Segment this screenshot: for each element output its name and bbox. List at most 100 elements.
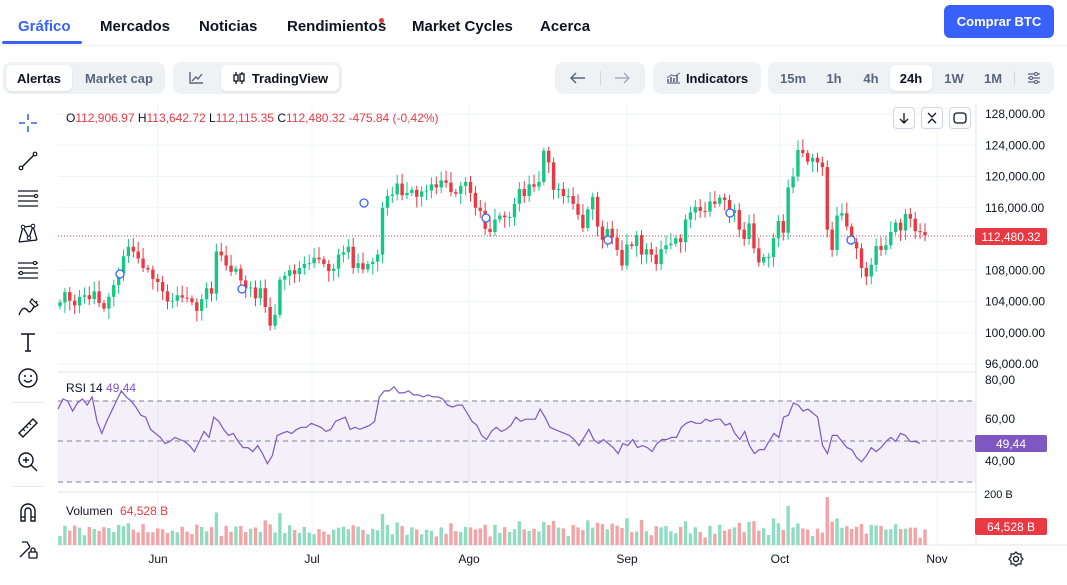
volume-bar: [864, 533, 869, 545]
market-cap-tab[interactable]: Market cap: [85, 70, 153, 86]
ruler-icon: [18, 418, 38, 438]
candle-body: [156, 278, 160, 282]
crosshair-tool[interactable]: [12, 109, 44, 137]
candle-body: [825, 167, 829, 230]
event-marker[interactable]: [725, 208, 735, 218]
active-tab-underline: [2, 41, 82, 44]
volume-bar: [835, 518, 839, 545]
lock-tool[interactable]: [12, 535, 44, 563]
volume-bar: [571, 525, 575, 545]
tab-rendimientos[interactable]: Rendimientos: [287, 18, 387, 35]
interval-15m[interactable]: 15m: [779, 70, 807, 86]
volume-bar: [810, 536, 815, 545]
fullscreen-button[interactable]: [949, 107, 971, 129]
volume-bar: [869, 525, 873, 545]
candle-body: [351, 246, 355, 268]
volume-legend-value: 64,528 B: [120, 504, 169, 518]
tab-acerca[interactable]: Acerca: [540, 18, 591, 35]
volume-bar: [537, 531, 541, 545]
zoom-in-icon: [18, 452, 38, 472]
volume-bar: [87, 527, 92, 545]
candle-body: [283, 275, 287, 280]
line-chart-icon: [189, 72, 203, 84]
trend-line-tool[interactable]: [12, 147, 44, 175]
indicators-button[interactable]: Indicators: [656, 65, 758, 91]
brush-tool[interactable]: [12, 293, 44, 321]
candle-body: [302, 264, 307, 268]
candle-body: [806, 153, 810, 162]
grid-lines: [58, 104, 976, 545]
time-axis-settings-button[interactable]: [1007, 550, 1025, 568]
interval-4h[interactable]: 4h: [863, 70, 879, 86]
event-marker[interactable]: [359, 198, 369, 208]
buy-btc-button[interactable]: Comprar BTC: [944, 5, 1054, 38]
candle-body: [459, 185, 463, 194]
candle-body: [722, 197, 727, 200]
event-marker[interactable]: [846, 235, 856, 245]
lock-icon: [19, 541, 38, 559]
candle-body: [395, 183, 399, 195]
volume-bar: [889, 529, 893, 545]
candle-body: [468, 181, 473, 193]
candle-body: [136, 251, 140, 259]
volume-bar: [649, 535, 654, 545]
pattern-tool[interactable]: [12, 220, 44, 248]
interval-1m[interactable]: 1M: [983, 70, 1003, 86]
event-marker[interactable]: [481, 213, 491, 223]
horizontal-lines-tool[interactable]: [12, 184, 44, 212]
interval-1w[interactable]: 1W: [944, 70, 964, 86]
candle-body: [336, 254, 341, 269]
chart-settings-button[interactable]: [1019, 65, 1049, 91]
candle-body: [478, 207, 482, 211]
ruler-tool[interactable]: [12, 414, 44, 442]
redo-button[interactable]: [602, 65, 642, 91]
rsi-line: [57, 385, 921, 466]
magnet-tool[interactable]: [12, 498, 44, 526]
interval-1h[interactable]: 1h: [826, 70, 842, 86]
candle-body: [835, 215, 839, 250]
volume-bar: [918, 537, 922, 545]
collapse-button[interactable]: [921, 107, 943, 129]
candle-body: [840, 213, 844, 216]
alerts-tab[interactable]: Alertas: [6, 65, 72, 91]
candle-body: [263, 288, 267, 307]
volume-bar: [522, 529, 526, 545]
tab-grafico[interactable]: Gráfico: [18, 18, 71, 35]
tab-mercados[interactable]: Mercados: [100, 18, 171, 35]
candle-body: [537, 181, 541, 187]
tradingview-button[interactable]: TradingView: [221, 65, 339, 91]
volume-bar: [664, 526, 668, 545]
scroll-down-button[interactable]: [893, 107, 915, 129]
volume-bar: [512, 529, 517, 545]
volume-bar: [698, 532, 702, 545]
candle-body: [380, 207, 385, 255]
event-marker[interactable]: [603, 235, 613, 245]
volume-bar: [859, 524, 864, 545]
fib-tool[interactable]: [12, 256, 44, 284]
candle-body: [112, 285, 116, 297]
undo-button[interactable]: [558, 65, 598, 91]
volume-bar: [781, 530, 785, 545]
candle-body: [571, 196, 575, 204]
high-value: 113,642.72: [146, 111, 206, 125]
candle-body: [791, 176, 795, 188]
candle-body: [590, 196, 595, 210]
magnet-icon: [20, 503, 36, 522]
event-marker[interactable]: [115, 269, 125, 279]
tab-market-cycles[interactable]: Market Cycles: [412, 18, 513, 35]
volume-bar: [287, 525, 292, 545]
line-chart-button[interactable]: [176, 65, 216, 91]
volume-bar: [845, 526, 849, 545]
interval-24h[interactable]: 24h: [890, 65, 932, 91]
emoji-tool[interactable]: [12, 364, 44, 392]
volume-bar: [234, 526, 238, 545]
candle-body: [400, 183, 404, 196]
candle-body: [234, 268, 238, 272]
text-tool[interactable]: [12, 328, 44, 356]
candle-body: [268, 306, 272, 326]
zoom-in-tool[interactable]: [12, 448, 44, 476]
candle-body: [512, 203, 517, 218]
tab-noticias[interactable]: Noticias: [199, 18, 258, 35]
event-marker[interactable]: [237, 284, 247, 294]
